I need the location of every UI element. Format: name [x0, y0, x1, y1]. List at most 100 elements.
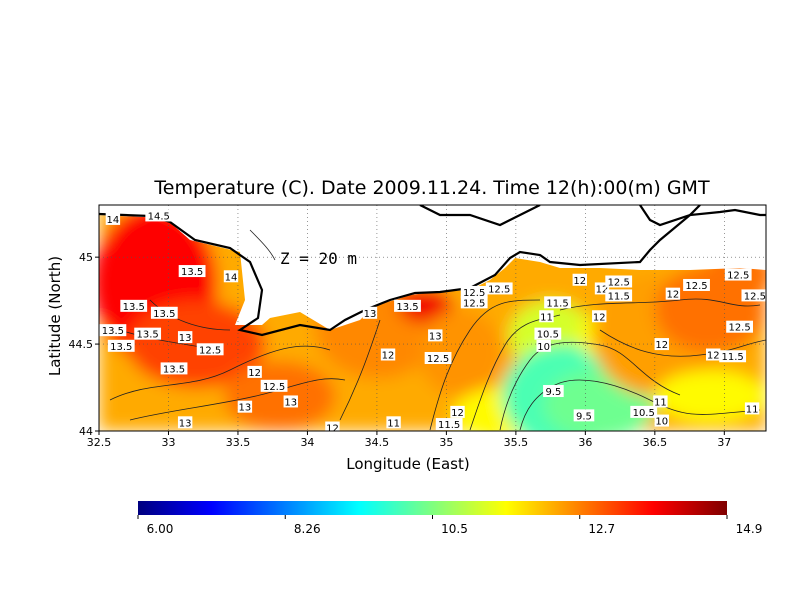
contour-label: 12 [707, 351, 720, 362]
plot-frame [98, 204, 767, 432]
contour-label: 13.5 [102, 326, 124, 337]
contour-label-bg [105, 212, 121, 225]
contour-label: 10 [655, 417, 668, 428]
contour-label-bg [177, 331, 193, 344]
x-tick-label: 36.5 [643, 436, 668, 449]
contour-label: 9.5 [576, 411, 592, 422]
colorbar-tick-label: 8.26 [294, 522, 321, 536]
contour-label-bg [536, 339, 551, 352]
contour-label: 12 [667, 290, 680, 301]
x-tick-label: 34.5 [365, 436, 390, 449]
contour-label: 12.5 [744, 291, 766, 302]
colorbar-ticks: 6.00 8.26 10.5 12.7 14.9 [137, 515, 762, 536]
x-tick-label: 33 [161, 436, 175, 449]
contour-label: 11.5 [438, 420, 460, 431]
contour-label-bg [705, 348, 721, 361]
contour-label-bg [196, 343, 224, 356]
contour-label-bg [247, 365, 262, 378]
contour-label: 12.5 [728, 323, 750, 334]
contour-label-bg [605, 289, 633, 302]
contour-label-bg [653, 395, 668, 408]
contour-label-bg [573, 409, 595, 422]
contour-label-bg [380, 348, 396, 361]
contour-label-bg [223, 270, 239, 283]
coastline-kerch [639, 205, 701, 227]
contour-label-bg [178, 265, 206, 278]
x-tick-label: 34 [300, 436, 314, 449]
x-tick-label: 33.5 [226, 436, 251, 449]
contour-label-bg [177, 416, 193, 429]
contour-label: 12.5 [685, 281, 707, 292]
contour-line [109, 345, 331, 401]
x-tick-label: 36 [578, 436, 592, 449]
contour-label: 12 [573, 276, 586, 287]
contour-label-bg [134, 327, 162, 340]
temperature-blob [224, 361, 336, 431]
x-tick-label: 37 [717, 436, 731, 449]
contour-label-bg [726, 320, 753, 333]
x-axis-ticks: 32.5 33 33.5 34 34.5 35 35.5 36 36.5 37 [87, 431, 731, 449]
contour-label: 13.5 [396, 302, 418, 313]
contour-label: 12 [596, 284, 609, 295]
contour-label-bg [665, 287, 681, 300]
contour-label: 11.5 [546, 298, 568, 309]
contour-label: 11 [654, 397, 667, 408]
contour-label: 10 [537, 342, 550, 353]
contour-label-bg [543, 385, 564, 398]
coastline-north [419, 205, 541, 227]
contour-label-bg [630, 405, 658, 418]
contour-label: 12.5 [463, 288, 485, 299]
contour-label: 12 [248, 368, 261, 379]
contour-label-bg [260, 379, 288, 392]
contour-line [559, 298, 761, 311]
contour-label: 12 [655, 340, 668, 351]
contour-label: 9.5 [545, 387, 561, 398]
contour-label: 10.5 [537, 330, 559, 341]
contour-line [599, 329, 766, 357]
contour-label: 12.5 [727, 271, 749, 282]
contour-label-bg [724, 268, 752, 281]
contour-label-bg [283, 395, 298, 408]
contour-label-bg [150, 306, 178, 319]
y-tick-label: 44.5 [69, 338, 94, 351]
contour-label-bg [605, 275, 633, 288]
temperature-blob [488, 265, 600, 301]
contour-line [129, 378, 346, 421]
contour-label-bg [160, 362, 188, 375]
contour-label: 11.5 [608, 291, 630, 302]
contour-label-bg [741, 289, 766, 302]
contour-label-bg [107, 339, 135, 352]
contour-line [249, 229, 276, 261]
contour-label: 12 [382, 351, 395, 362]
contour-label: 13.5 [137, 330, 159, 341]
x-tick-label: 32.5 [87, 436, 112, 449]
contour-label-bg [572, 273, 587, 286]
contour-line [499, 341, 681, 431]
contour-label-bg [654, 338, 669, 351]
x-tick-label: 35.5 [504, 436, 529, 449]
contour-label: 14 [225, 272, 238, 283]
contour-label-bg [362, 306, 378, 319]
contour-label-bg [394, 299, 421, 312]
contour-label: 13.5 [153, 309, 175, 320]
contour-label: 12 [593, 312, 606, 323]
contour-label-bg [683, 278, 710, 291]
contour-label: 13.5 [163, 364, 185, 375]
contour-label: 14 [107, 215, 120, 226]
contour-label-bg [744, 402, 760, 415]
contour-label-bg [435, 418, 463, 431]
y-tick-label: 45 [79, 251, 93, 264]
contour-label-bg [450, 405, 465, 418]
contour-label: 10.5 [633, 408, 655, 419]
contour-label: 12 [326, 424, 339, 435]
contour-label-bg [120, 299, 148, 312]
contour-label: 13 [429, 331, 442, 342]
contour-label: 13 [284, 397, 297, 408]
contour-label: 13 [179, 418, 192, 429]
y-axis-ticks: 44 44.5 45 [69, 251, 99, 438]
contour-label-bg [592, 310, 607, 323]
contour-label: 12.5 [608, 277, 630, 288]
contour-label-bg [145, 209, 173, 222]
contour-label: 12.5 [488, 284, 510, 295]
